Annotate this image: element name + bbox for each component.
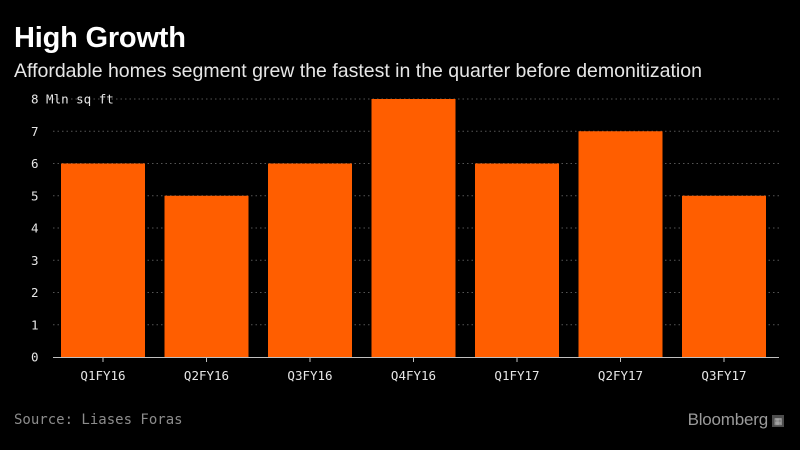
gridlines	[53, 98, 779, 358]
bars	[61, 99, 766, 357]
y-tick-label: 4	[31, 221, 39, 236]
brand-name: Bloomberg	[687, 410, 769, 429]
bar-chart: 0 1 2 3 4 5 6 7 8 Mln sq ft Q1FY16 Q2FY16 Q3FY16 Q4…	[31, 92, 779, 383]
chart-icon: ▦	[772, 415, 784, 427]
y-tick-label: 6	[31, 156, 39, 171]
y-tick-label: 3	[31, 253, 39, 268]
y-tick-label: 2	[31, 285, 39, 300]
x-tick-label: Q1FY16	[80, 368, 125, 383]
bar-q3fy17	[682, 195, 766, 357]
bar-q2fy16	[164, 195, 249, 357]
bar-q3fy16	[268, 163, 352, 357]
x-tick-label: Q2FY16	[184, 368, 229, 383]
bar-q4fy16	[371, 99, 456, 357]
y-axis-ticks: 0 1 2 3 4 5 6 7 8 Mln sq ft	[31, 92, 114, 365]
bar-q1fy16	[61, 163, 145, 357]
y-tick-label: 1	[31, 317, 39, 332]
x-tick-label: Q3FY17	[701, 368, 746, 383]
bar-q1fy17	[475, 163, 559, 357]
chart-subtitle: Affordable homes segment grew the fastes…	[14, 60, 702, 82]
x-tick-label: Q3FY16	[287, 368, 332, 383]
chart-title: High Growth	[14, 22, 186, 54]
y-tick-label: 8 Mln sq ft	[31, 92, 114, 107]
x-tick-label: Q4FY16	[391, 368, 436, 383]
source-note: Source: Liases Foras	[14, 412, 183, 428]
bloomberg-logo: Bloomberg ▦	[688, 410, 784, 430]
bar-q2fy17	[578, 131, 663, 357]
y-tick-label: 0	[31, 350, 39, 365]
x-tick-label: Q1FY17	[494, 368, 539, 383]
x-axis-ticks: Q1FY16 Q2FY16 Q3FY16 Q4FY16 Q1FY17 Q2FY17 Q3FY…	[80, 357, 747, 383]
y-tick-label: 7	[31, 124, 39, 139]
x-tick-label: Q2FY17	[598, 368, 643, 383]
y-tick-label: 5	[31, 188, 39, 203]
